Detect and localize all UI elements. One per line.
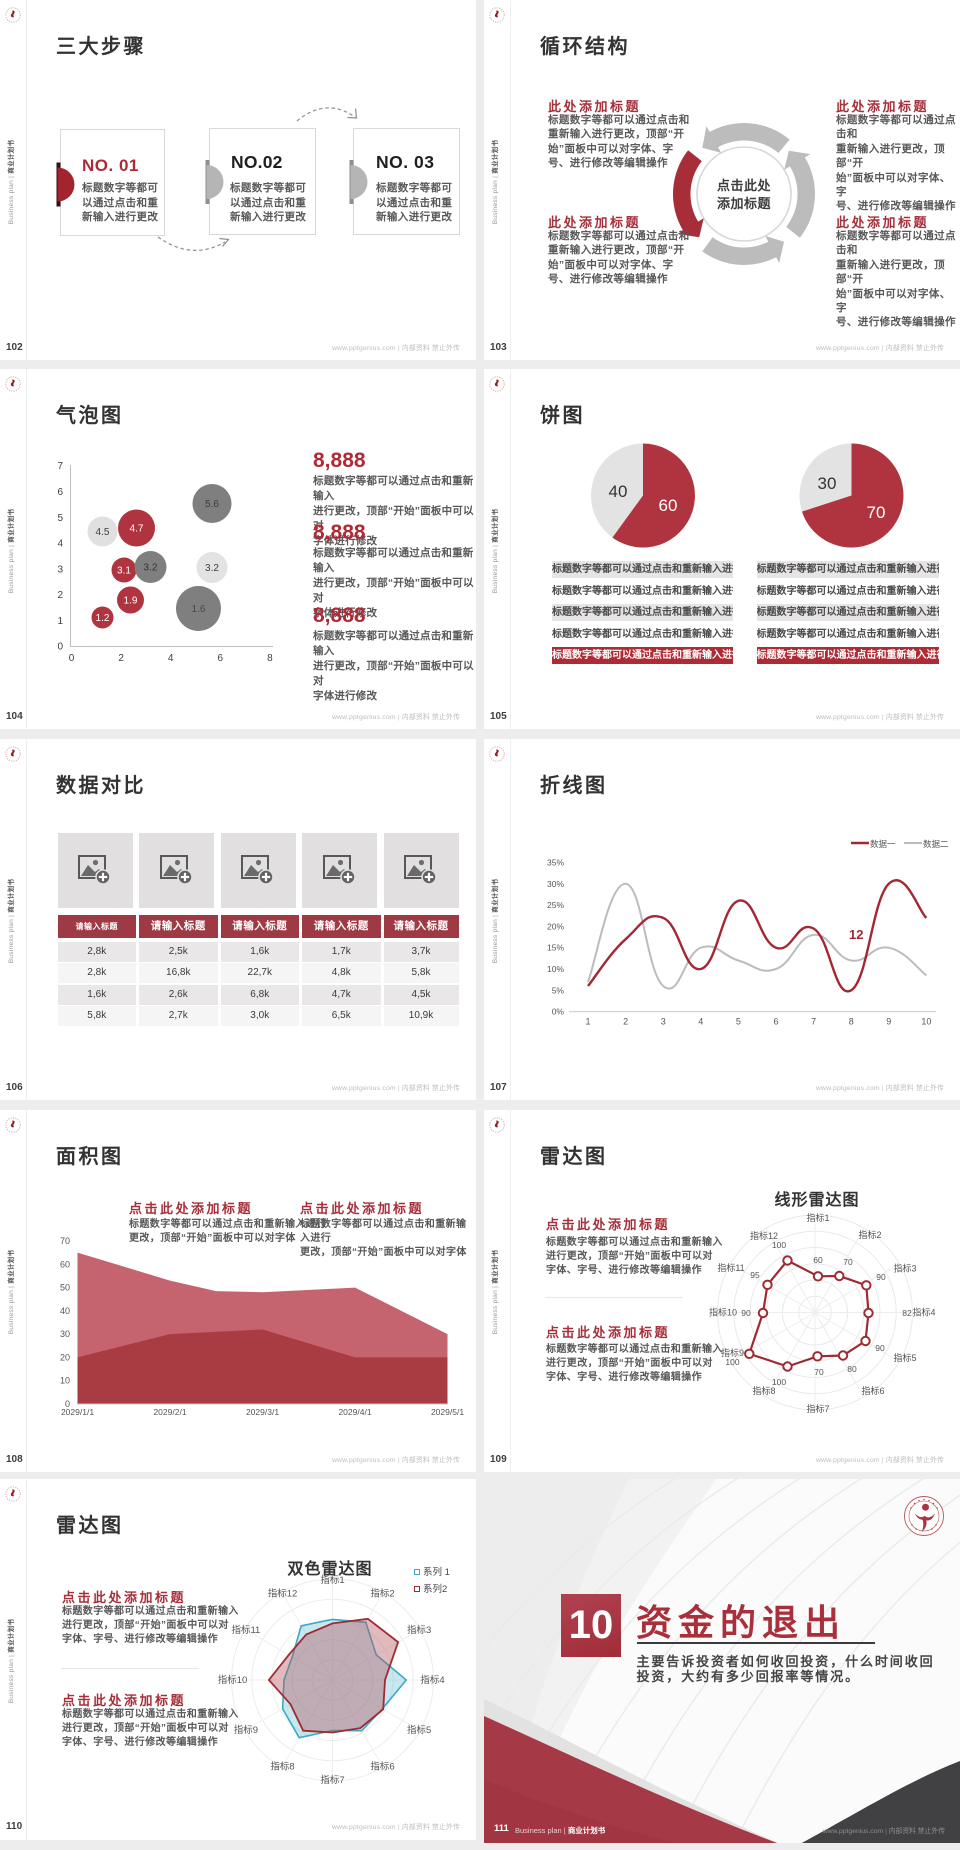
svg-text:指标6: 指标6 — [370, 1761, 394, 1773]
svg-text:25%: 25% — [547, 900, 564, 910]
svg-text:8: 8 — [849, 1017, 854, 1027]
svg-text:3.2: 3.2 — [205, 563, 219, 574]
svg-text:指标8: 指标8 — [752, 1385, 775, 1396]
svg-text:100: 100 — [772, 1377, 786, 1387]
svg-text:70: 70 — [814, 1367, 824, 1377]
svg-text:2029/1/1: 2029/1/1 — [61, 1407, 94, 1417]
svg-text:60: 60 — [659, 496, 678, 515]
svg-text:4: 4 — [698, 1017, 703, 1027]
svg-text:指标1: 指标1 — [320, 1574, 344, 1586]
svg-text:指标11: 指标11 — [231, 1624, 260, 1636]
svg-text:6: 6 — [57, 487, 63, 498]
svg-text:3: 3 — [57, 564, 63, 575]
svg-text:0: 0 — [69, 653, 75, 664]
svg-text:82: 82 — [902, 1308, 912, 1318]
svg-text:10: 10 — [60, 1376, 70, 1386]
svg-text:1.6: 1.6 — [192, 604, 206, 615]
svg-text:7: 7 — [811, 1017, 816, 1027]
svg-text:2: 2 — [118, 653, 124, 664]
svg-text:8: 8 — [267, 653, 273, 664]
svg-text:4: 4 — [57, 539, 63, 550]
svg-text:指标8: 指标8 — [270, 1761, 294, 1773]
svg-text:90: 90 — [876, 1272, 886, 1282]
svg-text:15%: 15% — [547, 943, 564, 953]
svg-text:12: 12 — [849, 927, 863, 942]
svg-text:2: 2 — [57, 590, 63, 601]
svg-text:2: 2 — [623, 1017, 628, 1027]
svg-text:指标4: 指标4 — [912, 1307, 935, 1318]
svg-text:3: 3 — [661, 1017, 666, 1027]
svg-text:指标12: 指标12 — [268, 1587, 298, 1599]
svg-text:1.9: 1.9 — [124, 596, 138, 607]
svg-text:60: 60 — [813, 1255, 823, 1265]
svg-text:3.1: 3.1 — [117, 566, 131, 577]
svg-text:2029/5/1: 2029/5/1 — [431, 1407, 464, 1417]
svg-text:60: 60 — [60, 1259, 70, 1269]
svg-text:20%: 20% — [547, 921, 564, 931]
svg-text:1.2: 1.2 — [96, 613, 110, 624]
svg-text:指标5: 指标5 — [407, 1724, 431, 1736]
svg-text:30: 30 — [60, 1329, 70, 1339]
svg-text:100: 100 — [725, 1357, 739, 1367]
svg-text:指标9: 指标9 — [234, 1724, 258, 1736]
svg-text:35%: 35% — [547, 858, 564, 868]
svg-text:指标3: 指标3 — [893, 1263, 916, 1274]
svg-text:指标2: 指标2 — [370, 1587, 394, 1599]
svg-text:70: 70 — [867, 503, 886, 522]
svg-text:0: 0 — [65, 1399, 70, 1409]
svg-text:50: 50 — [60, 1283, 70, 1293]
svg-text:90: 90 — [741, 1308, 751, 1318]
svg-text:1: 1 — [57, 616, 63, 627]
svg-text:指标7: 指标7 — [806, 1403, 829, 1414]
svg-text:70: 70 — [60, 1236, 70, 1246]
svg-text:80: 80 — [847, 1364, 857, 1374]
svg-text:40: 40 — [60, 1306, 70, 1316]
svg-text:5: 5 — [57, 513, 63, 524]
svg-text:指标1: 指标1 — [806, 1212, 829, 1223]
svg-text:6: 6 — [773, 1017, 778, 1027]
svg-text:指标10: 指标10 — [218, 1674, 248, 1686]
svg-text:指标11: 指标11 — [717, 1262, 744, 1273]
svg-text:指标2: 指标2 — [858, 1229, 881, 1240]
svg-text:6: 6 — [218, 653, 224, 664]
svg-text:指标3: 指标3 — [407, 1624, 431, 1636]
svg-text:4.5: 4.5 — [96, 527, 110, 538]
svg-text:指标6: 指标6 — [861, 1385, 884, 1396]
svg-text:30%: 30% — [547, 879, 564, 889]
svg-text:指标9: 指标9 — [721, 1347, 744, 1358]
svg-text:90: 90 — [875, 1343, 885, 1353]
svg-text:指标10: 指标10 — [709, 1307, 737, 1318]
svg-text:1: 1 — [585, 1017, 590, 1027]
svg-text:指标7: 指标7 — [320, 1774, 344, 1786]
svg-text:9: 9 — [886, 1017, 891, 1027]
svg-text:7: 7 — [57, 461, 63, 472]
svg-text:30: 30 — [818, 474, 837, 493]
svg-text:3.2: 3.2 — [144, 563, 158, 574]
svg-text:0%: 0% — [552, 1007, 565, 1017]
svg-text:2029/4/1: 2029/4/1 — [338, 1407, 371, 1417]
svg-text:40: 40 — [609, 482, 628, 501]
svg-text:5%: 5% — [552, 985, 565, 995]
svg-text:4: 4 — [168, 653, 174, 664]
svg-text:4.7: 4.7 — [130, 524, 144, 535]
svg-text:95: 95 — [750, 1270, 760, 1280]
svg-text:指标4: 指标4 — [420, 1674, 444, 1686]
svg-text:2029/2/1: 2029/2/1 — [153, 1407, 186, 1417]
svg-text:指标12: 指标12 — [750, 1230, 778, 1241]
svg-text:2029/3/1: 2029/3/1 — [246, 1407, 279, 1417]
svg-text:20: 20 — [60, 1352, 70, 1362]
svg-text:10%: 10% — [547, 964, 564, 974]
svg-text:5.6: 5.6 — [205, 499, 219, 510]
svg-text:10: 10 — [921, 1017, 931, 1027]
svg-text:指标5: 指标5 — [893, 1352, 916, 1363]
svg-text:100: 100 — [772, 1240, 786, 1250]
svg-text:5: 5 — [736, 1017, 741, 1027]
svg-text:0: 0 — [57, 642, 63, 653]
svg-text:70: 70 — [843, 1257, 853, 1267]
